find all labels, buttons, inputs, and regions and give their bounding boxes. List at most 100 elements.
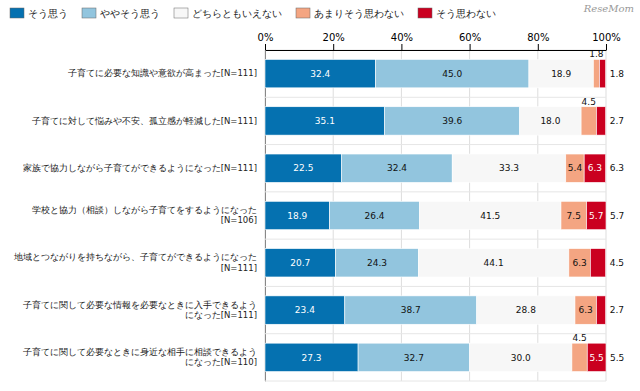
legend-item: ややそう思う	[82, 8, 160, 19]
row-separator	[265, 50, 606, 51]
x-tick-mark	[265, 44, 266, 50]
x-tick: 80%	[527, 32, 549, 50]
data-label: 6.3	[579, 305, 593, 315]
bar	[265, 201, 329, 229]
series-bars	[265, 59, 385, 371]
bar	[593, 59, 599, 87]
chart-svg: ReseMom そう思う ややそう思う どちらともいえない あまりそう思わない そう思わな…	[0, 0, 640, 391]
data-label: 4.5	[582, 97, 596, 107]
bar	[265, 154, 342, 182]
end-label: 5.7	[610, 211, 624, 221]
data-label: 18.9	[287, 211, 307, 221]
bar	[587, 343, 606, 371]
data-label: 26.4	[364, 211, 384, 221]
bar	[418, 249, 568, 277]
x-tick: 0%	[258, 32, 274, 50]
bar	[581, 107, 596, 135]
data-label: 24.3	[367, 258, 387, 268]
data-label: 41.5	[480, 211, 500, 221]
end-label: 2.7	[610, 116, 624, 126]
legend-label: ややそう思う	[100, 8, 160, 19]
row-separator	[265, 333, 606, 334]
y-tick-label: 地域とつながりを持ちながら、子育てができるようになった[N=111]	[13, 252, 257, 272]
y-tick-label-line: [N=106]	[221, 215, 257, 225]
x-tick: 100%	[592, 32, 621, 50]
y-tick: 子育てに対して悩みや不安、孤立感が軽減した[N=111]	[32, 116, 257, 126]
data-label: 22.5	[293, 163, 313, 173]
x-tick-label: 20%	[323, 32, 345, 43]
y-tick: 地域とつながりを持ちながら、子育てができるようになった[N=111]	[13, 252, 257, 272]
legend-swatch	[296, 8, 310, 18]
y-tick-label-line: 地域とつながりを持ちながら、子育てができるようになった	[13, 252, 257, 262]
legend-swatch	[174, 8, 188, 18]
legend-label: そう思う	[28, 8, 68, 19]
data-label: 38.7	[401, 305, 421, 315]
y-tick-label-line: 子育てに必要な知識や意欲が高まった[N=111]	[68, 68, 257, 78]
legend-label: あまりそう思わない	[314, 8, 404, 19]
y-tick-label: 子育てに関して必要な情報を必要なときに入手できるようになった[N=111]	[23, 300, 257, 320]
data-label: 27.3	[302, 353, 322, 363]
bar	[596, 107, 605, 135]
data-label: 39.6	[442, 116, 462, 126]
data-label: 32.4	[310, 69, 330, 79]
row-separators	[265, 50, 606, 381]
data-label: 44.1	[484, 258, 504, 268]
legend-item: そう思わない	[418, 8, 496, 19]
y-tick: 学校と協力（相談）しながら子育てをするようになった[N=106]	[32, 205, 257, 225]
chart-container: ReseMom そう思う ややそう思う どちらともいえない あまりそう思わない そう思わな…	[0, 0, 640, 391]
y-tick-label-line: 子育てに対して悩みや不安、孤立感が軽減した[N=111]	[32, 116, 257, 126]
bar	[265, 343, 358, 371]
bar	[584, 154, 605, 182]
bar	[587, 201, 606, 229]
bar	[470, 343, 572, 371]
bars	[265, 59, 606, 371]
bar	[265, 249, 336, 277]
row-separator	[265, 144, 606, 145]
data-label: 7.5	[567, 211, 581, 221]
data-label: 18.0	[540, 116, 560, 126]
bar	[596, 296, 605, 324]
x-tick-label: 100%	[592, 32, 621, 43]
bar	[336, 249, 419, 277]
bar	[419, 201, 561, 229]
x-tick-label: 60%	[459, 32, 481, 43]
x-tick-mark	[333, 44, 334, 50]
data-label: 30.0	[511, 353, 531, 363]
plot: 子育てに必要な知識や意欲が高まった[N=111] 子育てに対して悩みや不安、孤立感…	[13, 32, 624, 382]
bar	[569, 249, 590, 277]
bar	[561, 201, 587, 229]
data-label: 5.5	[589, 353, 603, 363]
bar	[375, 59, 528, 87]
y-tick-label-line: になった[N=111]	[185, 310, 257, 320]
data-label: 6.3	[572, 258, 586, 268]
y-axis: 子育てに必要な知識や意欲が高まった[N=111] 子育てに対して悩みや不安、孤立感…	[13, 51, 266, 382]
end-label: 6.3	[610, 163, 624, 173]
data-label: 6.3	[588, 163, 602, 173]
bar	[590, 249, 605, 277]
end-label: 2.7	[610, 305, 624, 315]
row-separator	[265, 191, 606, 192]
data-label: 35.1	[315, 116, 335, 126]
y-tick-label: 子育てに対して悩みや不安、孤立感が軽減した[N=111]	[32, 116, 257, 126]
bar	[345, 296, 477, 324]
y-tick: 子育てに関して必要な情報を必要なときに入手できるようになった[N=111]	[23, 300, 257, 320]
x-axis: 0% 20% 40% 60% 80% 100%	[258, 32, 621, 51]
data-label: 23.4	[295, 305, 315, 315]
x-axis-line	[266, 50, 607, 51]
x-tick-label: 40%	[391, 32, 413, 43]
end-label: 4.5	[610, 258, 624, 268]
row-separator	[265, 97, 606, 98]
bar	[452, 154, 566, 182]
data-label: 18.9	[551, 69, 571, 79]
end-label: 1.8	[610, 69, 625, 79]
data-label: 32.4	[387, 163, 407, 173]
legend-label: そう思わない	[436, 8, 496, 19]
data-label: 28.8	[516, 305, 536, 315]
bar	[572, 343, 587, 371]
y-tick-label-line: になった[N=110]	[185, 357, 257, 367]
bar	[265, 296, 345, 324]
x-tick-mark	[538, 44, 539, 50]
legend-item: どちらともいえない	[174, 8, 282, 19]
y-tick-label-line: [N=111]	[221, 263, 257, 273]
annotation: ReseMom	[583, 3, 634, 14]
